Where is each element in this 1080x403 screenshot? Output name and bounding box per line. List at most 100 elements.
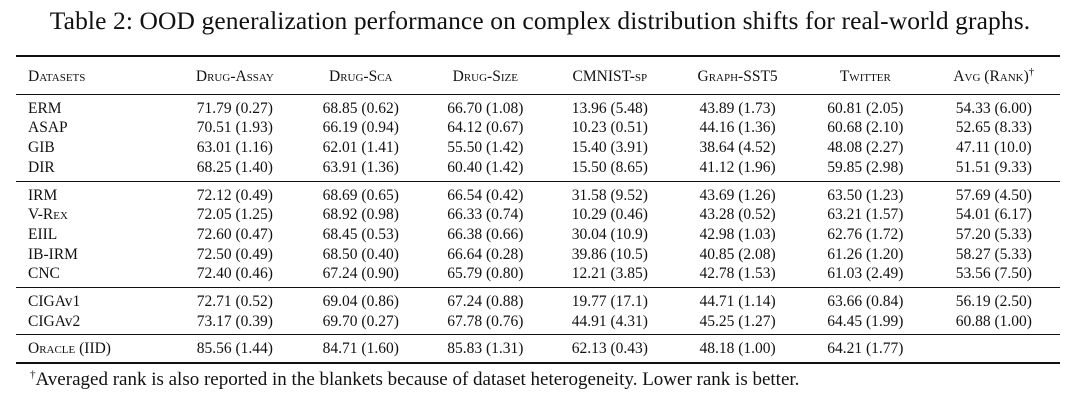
table-cell: 45.25 (1.27) [699,312,776,330]
table-cell: 68.69 (0.65) [322,186,399,204]
table-cell: 19.77 (17.1) [571,293,648,311]
table-cell: 60.68 (2.10) [827,119,904,137]
table-cell: 84.71 (1.60) [322,340,399,358]
table-cell: 63.01 (1.16) [196,139,273,157]
method-name: V-Rex [28,206,68,224]
method-name: IB-IRM [28,245,78,263]
method-name: ERM [28,99,62,117]
table-row: EIIL 72.60 (0.47) 68.45 (0.53) 66.38 (0.66)… [16,225,1060,245]
table-cell: 59.85 (2.98) [827,158,904,176]
results-table: Datasets Drug-Assay Drug-Sca Drug-Size C… [16,55,1060,364]
table-cell: 13.96 (5.48) [571,99,648,117]
table-cell: 63.91 (1.36) [322,158,399,176]
table-cell: 53.56 (7.50) [955,265,1032,283]
table-cell: 63.21 (1.57) [827,206,904,224]
table-caption: Table 2: OOD generalization performance … [49,6,1031,35]
table-cell: 55.50 (1.42) [447,139,524,157]
table-cell: 72.50 (0.49) [196,245,273,263]
table-cell: 68.25 (1.40) [196,158,273,176]
table-cell: 39.86 (10.5) [571,245,648,263]
table-row: GIB 63.01 (1.16) 62.01 (1.41) 55.50 (1.42) 1… [16,138,1060,158]
table-row: CIGAv1 72.71 (0.52) 69.04 (0.86) 67.24 (0.8… [16,287,1060,312]
table-row: ASAP 70.51 (1.93) 66.19 (0.94) 64.12 (0.67)… [16,118,1060,138]
table-cell: 60.88 (1.00) [955,312,1032,330]
table-cell: 67.78 (0.76) [447,312,524,330]
footnote-text: Averaged rank is also reported in the bl… [35,369,800,390]
table-cell: 42.78 (1.53) [699,265,776,283]
table-cell: 67.24 (0.90) [322,265,399,283]
table-cell: 66.33 (0.74) [447,206,524,224]
method-name: GIB [28,139,55,157]
header-twitter: Twitter [839,68,891,85]
table-cell: 43.89 (1.73) [699,99,776,117]
table-cell: 60.40 (1.42) [447,158,524,176]
table-cell: 15.40 (3.91) [571,139,648,157]
table-cell: 72.60 (0.47) [196,225,273,243]
method-name: IRM [28,186,58,204]
table-cell: 63.50 (1.23) [827,186,904,204]
table-cell: 68.92 (0.98) [322,206,399,224]
table-cell: 44.91 (4.31) [571,312,648,330]
table-cell: 67.24 (0.88) [447,293,524,311]
table-cell: 43.69 (1.26) [699,186,776,204]
table-row: IB-IRM 72.50 (0.49) 68.50 (0.40) 66.64 (0.2… [16,245,1060,265]
table-cell: 61.03 (2.49) [827,265,904,283]
header-avg-rank: Avg (Rank)† [928,56,1060,94]
table-cell: 66.38 (0.66) [447,225,524,243]
table-cell: 72.40 (0.46) [196,265,273,283]
table-cell: 70.51 (1.93) [196,119,273,137]
table-cell: 30.04 (10.9) [571,225,648,243]
table-cell: 72.12 (0.49) [196,186,273,204]
table-cell: 48.08 (2.27) [827,139,904,157]
table-cell: 85.83 (1.31) [447,340,524,358]
table-cell: 15.50 (8.65) [571,158,648,176]
table-cell: 61.26 (1.20) [827,245,904,263]
table-row: ERM 71.79 (0.27) 68.85 (0.62) 66.70 (1.08) 1… [16,94,1060,118]
table-cell: 64.21 (1.77) [827,340,904,358]
header-graph-sst5: Graph-SST5 [697,68,778,85]
table-cell: 68.45 (0.53) [322,225,399,243]
table-cell: 71.79 (0.27) [196,99,273,117]
table-cell [928,335,1060,363]
table-cell: 47.11 (10.0) [956,139,1032,157]
table-footnote: †Averaged rank is also reported in the b… [30,369,799,391]
table-cell: 10.23 (0.51) [571,119,648,137]
method-name: Oracle (IID) [28,340,111,358]
table-cell: 64.12 (0.67) [447,119,524,137]
table-cell: 69.04 (0.86) [322,293,399,311]
table-cell: 69.70 (0.27) [322,312,399,330]
table-cell: 72.05 (1.25) [196,206,273,224]
table-row: Oracle (IID) 85.56 (1.44) 84.71 (1.60) 85.8… [16,334,1060,364]
method-name: CIGAv2 [28,312,81,330]
table-cell: 60.81 (2.05) [827,99,904,117]
method-name: CIGAv1 [28,293,81,311]
table-cell: 44.16 (1.36) [699,119,776,137]
header-avg-rank-label: Avg (Rank) [953,68,1029,85]
table-cell: 64.45 (1.99) [827,312,904,330]
header-drug-assay: Drug-Assay [195,68,274,85]
table-cell: 43.28 (0.52) [699,206,776,224]
table-cell: 65.79 (0.80) [447,265,524,283]
table-row: CNC 72.40 (0.46) 67.24 (0.90) 65.79 (0.80) 1… [16,264,1060,287]
table-cell: 51.51 (9.33) [955,158,1032,176]
table-cell: 62.76 (1.72) [827,225,904,243]
table-cell: 73.17 (0.39) [196,312,273,330]
table-cell: 31.58 (9.52) [571,186,648,204]
table-cell: 68.85 (0.62) [322,99,399,117]
table-cell: 44.71 (1.14) [699,293,776,311]
table-cell: 62.01 (1.41) [322,139,399,157]
header-cmnist-sp: CMNIST-sp [572,68,648,85]
table-cell: 85.56 (1.44) [196,340,273,358]
table-row: V-Rex 72.05 (1.25) 68.92 (0.98) 66.33 (0.74… [16,205,1060,225]
table-cell: 56.19 (2.50) [955,293,1032,311]
table-row: IRM 72.12 (0.49) 68.69 (0.65) 66.54 (0.42) 3… [16,181,1060,205]
table-cell: 54.01 (6.17) [955,206,1032,224]
table-cell: 57.20 (5.33) [955,225,1032,243]
table-cell: 48.18 (1.00) [699,340,776,358]
table-cell: 42.98 (1.03) [699,225,776,243]
table-cell: 66.54 (0.42) [447,186,524,204]
header-datasets: Datasets [28,68,86,85]
table-cell: 62.13 (0.43) [571,340,648,358]
table-cell: 68.50 (0.40) [322,245,399,263]
